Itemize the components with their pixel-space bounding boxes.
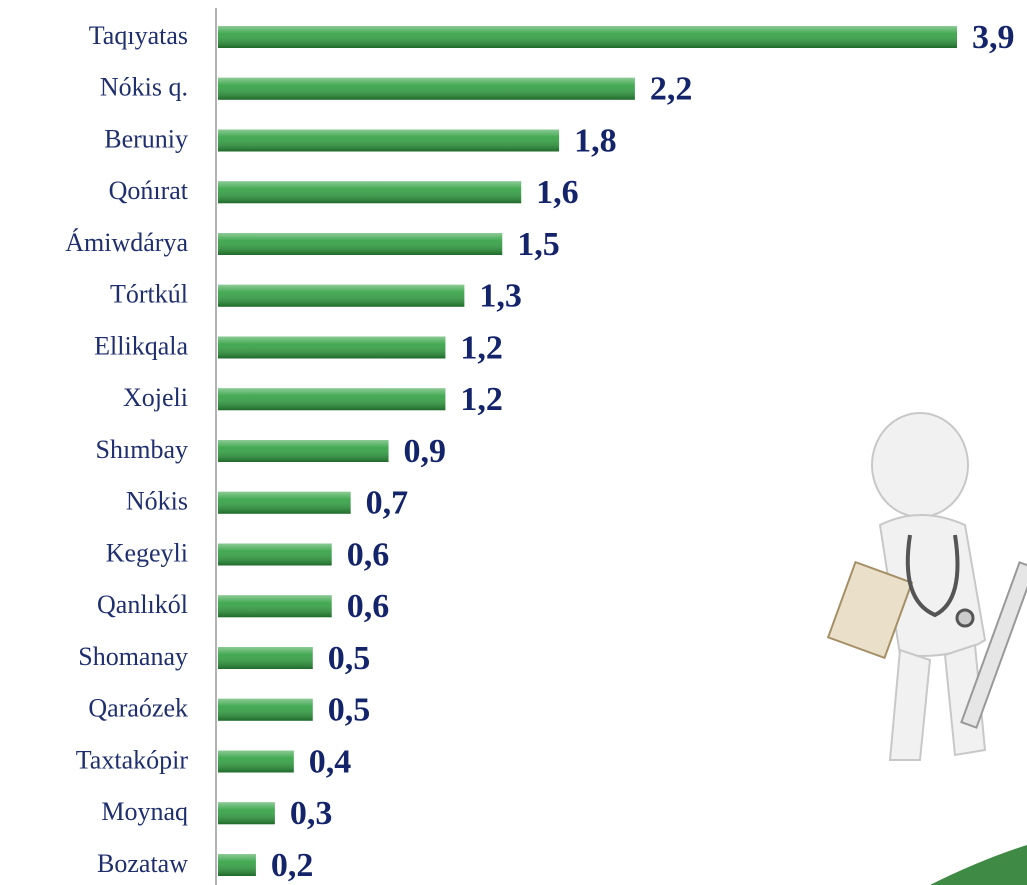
doctor-illustration bbox=[828, 413, 1027, 760]
page: Taqıyatas 3,9 Nókis q. 2,2 Beruniy 1,8 Qońırat… bbox=[0, 0, 1027, 885]
bar-highlight bbox=[218, 440, 389, 462]
category-label: Qanlıkól bbox=[97, 590, 188, 619]
value-label: 0,2 bbox=[271, 847, 314, 884]
value-label: 0,3 bbox=[290, 795, 333, 832]
category-label: Bozataw bbox=[97, 849, 188, 878]
value-label: 0,4 bbox=[309, 743, 352, 780]
category-label: Nókis bbox=[126, 487, 188, 516]
category-label: Nókis q. bbox=[100, 73, 188, 102]
value-label: 1,3 bbox=[479, 278, 522, 315]
bar-highlight bbox=[218, 751, 294, 773]
category-label: Kegeyli bbox=[106, 538, 188, 567]
value-label: 0,5 bbox=[328, 640, 371, 677]
category-label: Tórtkúl bbox=[110, 280, 188, 309]
category-label: Xojeli bbox=[123, 383, 188, 412]
value-label: 3,9 bbox=[972, 19, 1015, 56]
bar-highlight bbox=[218, 544, 332, 566]
bar-highlight bbox=[218, 388, 445, 410]
category-label: Taxtakópir bbox=[76, 745, 189, 774]
bar-highlight bbox=[218, 181, 521, 203]
bar-highlight bbox=[218, 492, 351, 514]
value-label: 0,9 bbox=[404, 433, 447, 470]
bar-highlight bbox=[218, 854, 256, 876]
corner-decoration bbox=[930, 845, 1027, 885]
value-label: 1,2 bbox=[460, 381, 503, 418]
value-label: 1,6 bbox=[536, 174, 579, 211]
category-label: Moynaq bbox=[101, 797, 188, 826]
bar-highlight bbox=[218, 337, 445, 359]
chart: Taqıyatas 3,9 Nókis q. 2,2 Beruniy 1,8 Qońırat… bbox=[0, 0, 1027, 885]
value-label: 0,6 bbox=[347, 588, 390, 625]
bar-highlight bbox=[218, 26, 957, 48]
category-label: Ámiwdárya bbox=[65, 228, 188, 257]
value-label: 0,5 bbox=[328, 692, 371, 729]
category-label: Qaraózek bbox=[88, 694, 188, 723]
value-label: 1,2 bbox=[460, 329, 503, 366]
category-label: Shımbay bbox=[96, 435, 188, 464]
bar-highlight bbox=[218, 595, 332, 617]
bar-highlight bbox=[218, 130, 559, 152]
bar-highlight bbox=[218, 802, 275, 824]
category-label: Ellikqala bbox=[94, 331, 188, 360]
value-label: 1,8 bbox=[574, 122, 617, 159]
bar-highlight bbox=[218, 285, 464, 307]
value-label: 2,2 bbox=[650, 71, 693, 108]
bar-highlight bbox=[218, 233, 502, 255]
value-label: 0,7 bbox=[366, 485, 409, 522]
category-label: Shomanay bbox=[78, 642, 188, 671]
value-label: 1,5 bbox=[517, 226, 560, 263]
category-label: Qońırat bbox=[109, 176, 189, 205]
bar-highlight bbox=[218, 78, 635, 100]
bar-highlight bbox=[218, 647, 313, 669]
category-label: Beruniy bbox=[104, 124, 188, 153]
category-label: Taqıyatas bbox=[89, 21, 188, 50]
bar-highlight bbox=[218, 699, 313, 721]
value-label: 0,6 bbox=[347, 536, 390, 573]
